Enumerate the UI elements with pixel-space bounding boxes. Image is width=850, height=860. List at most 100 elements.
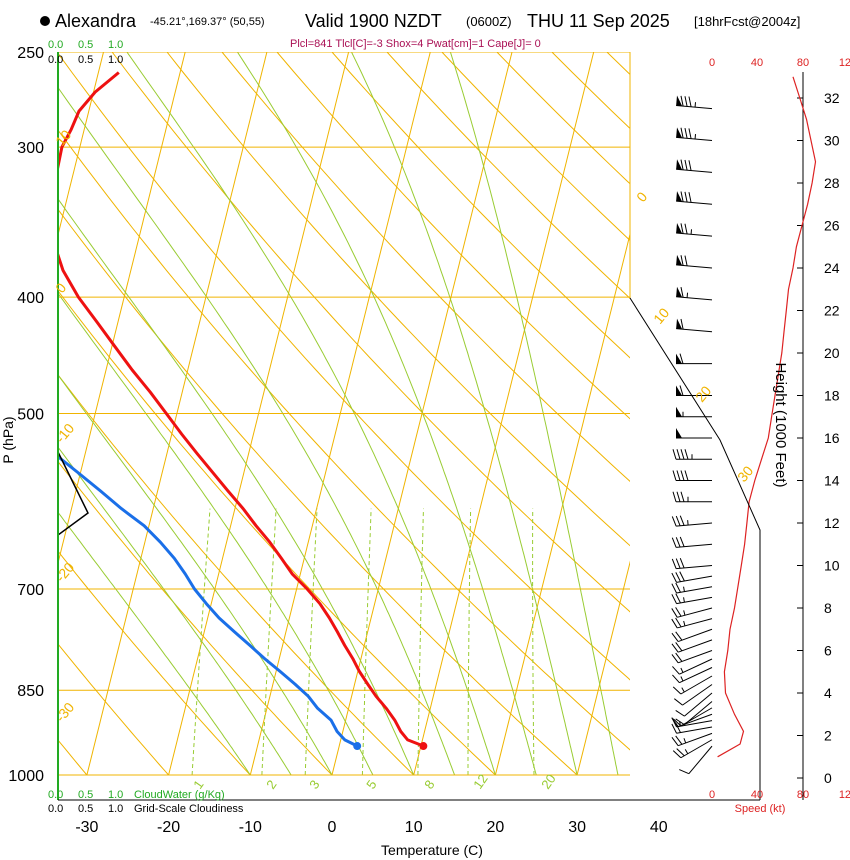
wind-barb-feather [671,594,677,604]
wind-barb-feather [680,95,684,107]
moist-adiabat-line [58,86,456,776]
wind-barb-feather [671,537,677,548]
wind-barb-shaft [680,675,713,695]
isotherm-label: 30 [734,463,756,485]
wind-barb [676,353,712,365]
cloudwater-bottom-tick: 0.0 [48,789,63,801]
wind-barb [676,254,713,269]
height-tick-label: 2 [824,728,832,744]
wind-barb-shaft [676,586,713,594]
wind-barb-feather [675,515,681,526]
isotherm-line [741,52,850,775]
mixing-ratio-label: 8 [421,777,437,792]
wind-barb-feather [672,470,677,481]
mixing-ratio-label: 3 [306,777,322,792]
wind-barb-feather [679,571,685,582]
wind-barb [671,639,713,653]
height-tick-label: 24 [824,260,840,276]
wind-barb-feather [684,96,688,107]
wind-barb-shaft [682,684,713,706]
temperature-tick-label: -30 [75,819,98,836]
pressure-tick-label: 500 [17,407,44,424]
dry-adiabat-line [827,52,850,775]
wind-barb-flag [676,127,683,138]
wind-barb-flag [676,254,683,266]
wind-barb [676,318,713,333]
height-tick-label: 20 [824,345,840,361]
wind-barb-shaft [684,701,713,726]
height-tick-label: 26 [824,218,840,234]
wind-barb-feather [674,698,683,706]
wind-barb [672,675,713,695]
speed-axis-title: Speed (kt) [735,803,786,815]
wind-barb [672,739,713,759]
wind-barb-flag [676,428,682,438]
speed-bottom-tick: 0 [709,789,715,801]
dry-adiabat-line [58,460,333,776]
wind-barb-feather [684,127,688,139]
wind-barb-feather [671,516,677,527]
dry-adiabat-line [58,550,251,776]
wind-barb-shaft [678,639,713,653]
dry-adiabat-line [221,52,630,483]
speed-bottom-tick: 120 [839,789,850,801]
wind-barb-feather [676,470,681,481]
cloudwater-top-tick: 1.0 [108,39,123,51]
wind-barb-shaft [676,104,713,110]
wind-barb [672,449,712,460]
isotherm-label: -20 [52,559,77,585]
wind-barb-feather [680,159,684,170]
wind-barb-feather [680,127,684,139]
wind-barb-shaft [688,745,713,775]
sounding-profiles [58,71,428,751]
utc-time: (0600Z) [466,14,512,29]
mixing-ratio-label: 2 [263,777,279,792]
wind-barb-shaft [677,618,713,629]
wind-barb-feather [671,632,679,642]
dry-adiabat-line [58,129,630,751]
wind-barb-feather [675,582,681,593]
dry-adiabat-line [58,643,169,776]
wind-barb-feather [688,128,692,139]
cloudiness-top-tick: 0.5 [78,54,93,66]
wind-barb-shaft [676,328,713,333]
mixing-ratio-label: 12 [470,771,491,791]
wind-barb-shaft [678,732,713,747]
dry-adiabat-line [331,52,630,359]
wind-barb [672,667,713,684]
height-axis-title: Height (1000 Feet) [772,362,789,487]
isotherm-label: 0 [633,189,650,205]
dry-adiabat-line [386,52,630,299]
x-axis-title: Temperature (C) [381,842,483,858]
wind-barb-feather [671,643,679,653]
wind-barb-shaft [684,692,713,717]
speed-top-tick: 120 [839,57,850,69]
wind-barb-shaft [679,667,713,684]
wind-barb-feather [684,191,688,203]
moist-adiabat-line [449,52,619,776]
pressure-tick-label: 250 [17,45,44,62]
pressure-tick-label: 1000 [8,768,44,785]
wind-barb [676,95,713,110]
wind-barb-flag [676,406,682,417]
isotherm-line [58,52,104,237]
wind-barb-feather [675,652,683,662]
temperature-tick-label: 20 [487,819,505,836]
cloudwater-top-tick: 0.5 [78,39,93,51]
wind-barb-feather [675,572,681,582]
wind-barb [671,650,713,664]
cloudiness-top-tick: 0.0 [48,54,63,66]
wind-barb [676,286,713,301]
isotherm-line [659,52,839,775]
wind-barb-flag [676,223,683,234]
wind-barb [671,732,713,747]
wind-barb-half-feather [680,667,684,673]
wind-barb-feather [684,159,688,171]
wind-barb [676,406,712,418]
wind-barb-shaft [678,628,713,643]
wind-barb [671,558,713,570]
dry-adiabat-line [606,52,630,76]
wind-barb [671,515,713,527]
moist-adiabat-line [58,374,333,776]
wind-barb-feather [671,618,678,629]
